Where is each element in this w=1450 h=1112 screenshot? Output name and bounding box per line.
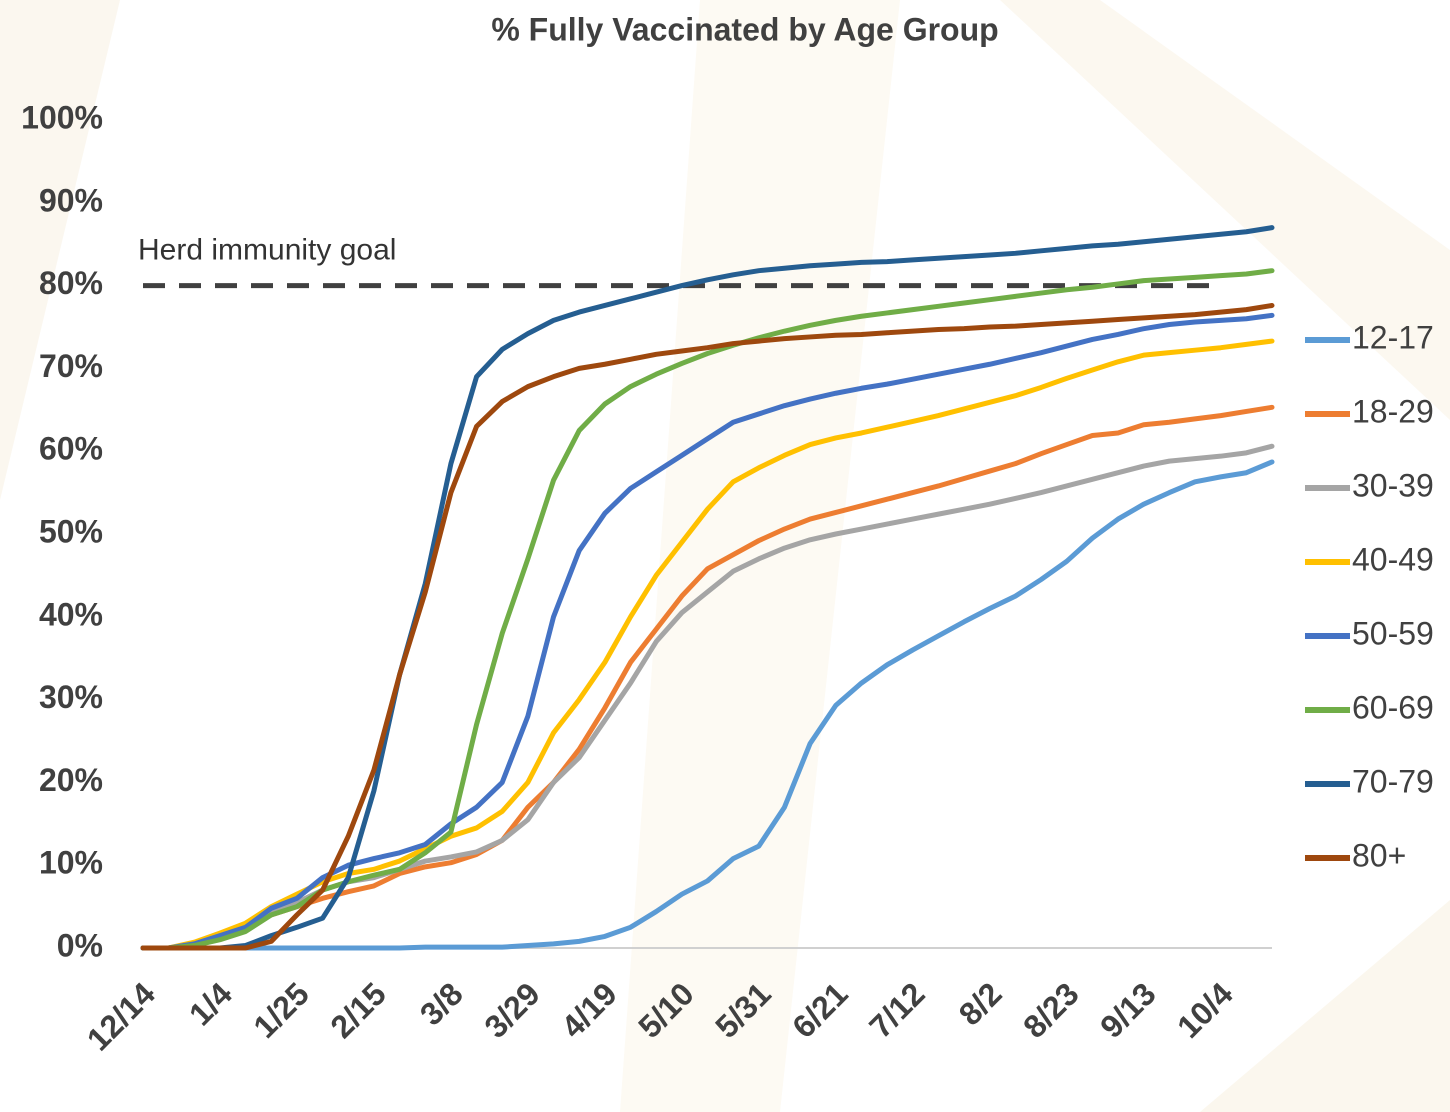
reference-label: Herd immunity goal (138, 234, 396, 267)
y-tick-label: 100% (21, 99, 103, 135)
legend-label: 18-29 (1352, 393, 1434, 429)
series-line (140, 302, 1275, 951)
x-tick-label: 6/21 (785, 975, 854, 1044)
series-line (140, 338, 1275, 951)
y-tick-label: 50% (39, 513, 103, 549)
series-line (140, 459, 1275, 951)
legend-label: 60-69 (1352, 689, 1434, 725)
chart-title: % Fully Vaccinated by Age Group (491, 11, 998, 47)
legend-label: 50-59 (1352, 615, 1434, 651)
y-tick-label: 30% (39, 679, 103, 715)
x-tick-label: 3/29 (477, 975, 546, 1044)
legend-label: 40-49 (1352, 541, 1434, 577)
series-line (140, 404, 1275, 951)
series-line (140, 268, 1275, 951)
y-tick-label: 10% (39, 845, 103, 881)
y-tick-label: 70% (39, 348, 103, 384)
x-tick-label: 8/2 (952, 975, 1009, 1032)
y-tick-label: 60% (39, 431, 103, 467)
x-tick-label: 1/4 (182, 975, 239, 1032)
x-tick-label: 12/14 (80, 975, 162, 1057)
legend-label: 12-17 (1352, 319, 1434, 355)
y-tick-label: 90% (39, 182, 103, 218)
y-tick-label: 20% (39, 762, 103, 798)
legend-label: 30-39 (1352, 467, 1434, 503)
x-tick-label: 1/25 (246, 975, 315, 1044)
x-tick-label: 10/4 (1170, 975, 1240, 1045)
y-tick-label: 80% (39, 265, 103, 301)
y-tick-label: 0% (57, 927, 103, 963)
y-tick-label: 40% (39, 596, 103, 632)
legend-label: 80+ (1352, 837, 1406, 873)
x-tick-label: 8/23 (1016, 975, 1085, 1044)
x-tick-label: 2/15 (323, 975, 392, 1044)
x-tick-label: 4/19 (554, 975, 623, 1044)
x-tick-label: 7/12 (862, 975, 931, 1044)
series-line (140, 225, 1275, 951)
legend-label: 70-79 (1352, 763, 1434, 799)
x-tick-label: 3/8 (413, 975, 470, 1032)
x-tick-label: 9/13 (1093, 975, 1162, 1044)
